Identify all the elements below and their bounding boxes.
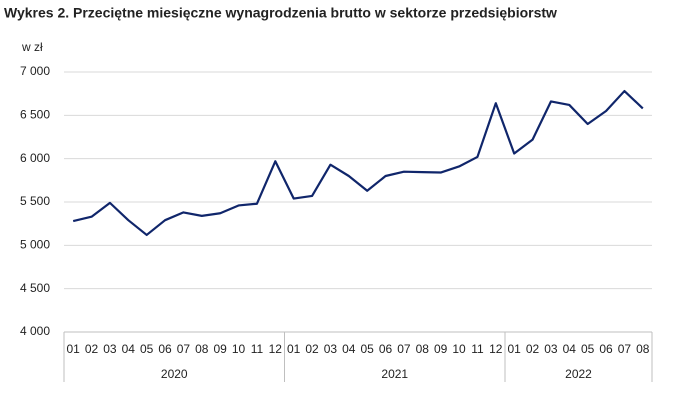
x-tick-label: 01 (508, 342, 522, 356)
x-tick-label: 05 (581, 342, 595, 356)
x-tick-label: 09 (434, 342, 448, 356)
y-tick-label: 6 500 (20, 108, 50, 122)
x-tick-label: 10 (452, 342, 466, 356)
group-label: 2020 (161, 367, 188, 381)
x-tick-label: 11 (471, 342, 484, 356)
x-tick-label: 06 (599, 342, 613, 356)
x-tick-label: 07 (397, 342, 411, 356)
x-tick-label: 08 (636, 342, 650, 356)
x-tick-label: 02 (526, 342, 540, 356)
x-tick-label: 08 (195, 342, 209, 356)
x-tick-label: 04 (122, 342, 136, 356)
x-tick-label: 05 (140, 342, 154, 356)
x-tick-label: 03 (103, 342, 117, 356)
y-tick-label: 4 500 (20, 281, 50, 295)
x-tick-label: 01 (287, 342, 301, 356)
y-tick-label: 6 000 (20, 151, 50, 165)
x-tick-label: 06 (158, 342, 172, 356)
y-tick-label: 5 500 (20, 194, 50, 208)
x-tick-label: 07 (177, 342, 191, 356)
x-tick-label: 07 (618, 342, 632, 356)
x-tick-label: 02 (85, 342, 99, 356)
x-tick-label: 04 (563, 342, 577, 356)
group-label: 2022 (565, 367, 592, 381)
x-tick-label: 04 (342, 342, 356, 356)
x-tick-label: 11 (251, 342, 264, 356)
x-tick-label: 01 (67, 342, 81, 356)
line (72, 89, 644, 237)
x-tick-label: 02 (305, 342, 319, 356)
x-tick-label: 12 (269, 342, 283, 356)
y-axis-label: w zł (21, 40, 43, 54)
x-tick-label: 03 (544, 342, 558, 356)
x-tick-label: 06 (379, 342, 393, 356)
y-tick-label: 4 000 (20, 324, 50, 338)
group-label: 2021 (381, 367, 408, 381)
y-tick-label: 7 000 (20, 64, 50, 78)
y-tick-label: 5 000 (20, 238, 50, 252)
x-tick-label: 12 (489, 342, 503, 356)
chart-title: Wykres 2. Przeciętne miesięczne wynagrod… (4, 5, 557, 21)
x-tick-label: 10 (232, 342, 246, 356)
x-tick-label: 09 (214, 342, 228, 356)
x-tick-label: 08 (416, 342, 430, 356)
x-tick-label: 03 (324, 342, 338, 356)
x-tick-label: 05 (361, 342, 375, 356)
